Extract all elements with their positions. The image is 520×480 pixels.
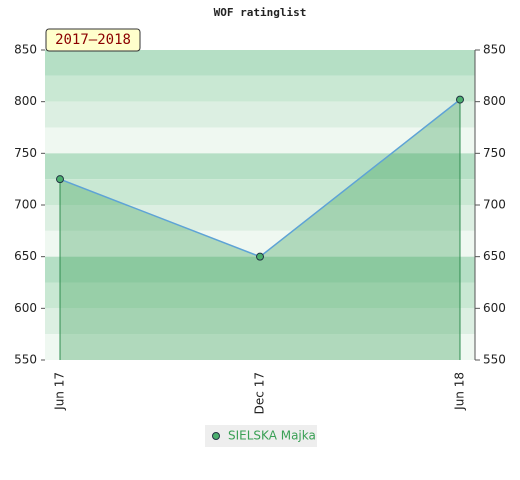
point bbox=[256, 252, 264, 261]
y2-tick-label: 850 bbox=[483, 43, 506, 57]
y-tick-label: 600 bbox=[14, 301, 37, 315]
y-tick-label: 550 bbox=[14, 353, 37, 367]
grid-band bbox=[45, 75, 475, 102]
y2-tick-label: 800 bbox=[483, 94, 506, 108]
grid-band bbox=[45, 50, 475, 76]
x-tick-label: Jun 17 bbox=[53, 372, 67, 411]
y2-tick-label: 550 bbox=[483, 353, 506, 367]
grid-band bbox=[45, 334, 475, 360]
y2-tick-label: 700 bbox=[483, 198, 506, 212]
grid-band bbox=[45, 230, 475, 257]
y-tick-label: 850 bbox=[14, 43, 37, 57]
y-tick-label: 750 bbox=[14, 146, 37, 160]
y-tick-label: 800 bbox=[14, 94, 37, 108]
annotation: 2017–2018 bbox=[55, 32, 131, 48]
chart-title: WOF ratinglist bbox=[214, 6, 307, 19]
legend-box bbox=[205, 425, 317, 447]
plot-background bbox=[45, 50, 475, 360]
legend-label: SIELSKA Majka bbox=[228, 429, 316, 443]
annotation-box bbox=[45, 28, 141, 52]
grid-band bbox=[45, 153, 475, 180]
y2-tick-label: 750 bbox=[483, 146, 506, 160]
y2-tick-label: 650 bbox=[483, 249, 506, 263]
grid-band bbox=[45, 205, 475, 231]
grid-band bbox=[45, 127, 475, 154]
grid-band bbox=[45, 282, 475, 309]
grid-band bbox=[45, 101, 475, 128]
point bbox=[56, 175, 64, 184]
grid-band bbox=[45, 256, 475, 283]
x-tick-label: Jun 18 bbox=[453, 372, 467, 411]
y-tick-label: 650 bbox=[14, 249, 37, 263]
legend-marker bbox=[212, 432, 220, 440]
y2-tick-label: 600 bbox=[483, 301, 506, 315]
point bbox=[456, 95, 464, 104]
area bbox=[60, 99, 460, 360]
y-tick-label: 700 bbox=[14, 198, 37, 212]
grid-band bbox=[45, 308, 475, 335]
x-tick-label: Dec 17 bbox=[253, 372, 267, 414]
